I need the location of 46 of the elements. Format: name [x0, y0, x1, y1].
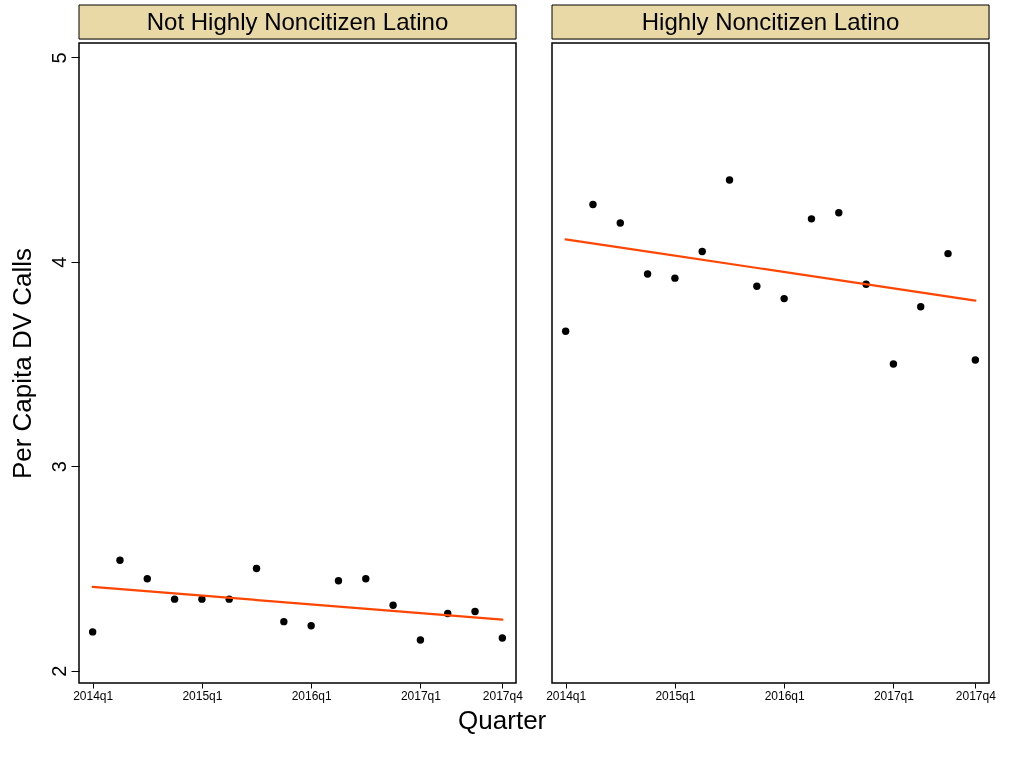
point: [307, 622, 315, 630]
point: [143, 575, 151, 583]
chart-title: Highly Noncitizen Latino: [641, 8, 900, 35]
x-axis-title: Quarter: [458, 704, 547, 735]
point: [561, 327, 570, 336]
point: [671, 274, 679, 282]
y-tick-label: 2: [47, 665, 70, 677]
y-tick-label: 3: [47, 461, 70, 473]
x-tick-label: 2014q1: [73, 688, 114, 703]
y-axis-title: Per Capita DV Calls: [6, 247, 37, 480]
y-tick-label: 4: [47, 256, 70, 268]
x-tick-label: 2016q1: [764, 688, 805, 703]
point: [944, 249, 952, 258]
point: [698, 247, 706, 256]
point: [835, 209, 843, 217]
chart-title: Not Highly Noncitizen Latino: [146, 8, 449, 35]
point: [725, 176, 734, 184]
point: [170, 595, 179, 603]
point: [917, 303, 925, 311]
point: [280, 617, 288, 626]
point: [643, 270, 652, 278]
point: [780, 294, 788, 303]
point: [971, 356, 980, 364]
point: [334, 577, 343, 585]
point: [389, 601, 397, 609]
x-tick-label: 2014q1: [546, 688, 587, 703]
x-tick-label: 2017q4: [955, 688, 997, 703]
point: [498, 634, 507, 642]
x-tick-label: 2015q1: [655, 688, 696, 703]
x-tick-label: 2016q1: [291, 688, 332, 703]
point: [252, 564, 261, 573]
point: [362, 575, 370, 583]
x-tick-label: 2017q4: [482, 688, 524, 703]
x-tick-label: 2017q1: [400, 688, 442, 703]
point: [616, 219, 624, 227]
point: [88, 628, 97, 636]
point: [116, 556, 124, 565]
point: [807, 215, 816, 223]
x-tick-label: 2017q1: [873, 688, 915, 703]
point: [471, 607, 479, 616]
point: [416, 636, 425, 644]
x-tick-label: 2015q1: [182, 688, 223, 703]
point: [889, 360, 898, 368]
point: [589, 200, 597, 209]
point: [753, 282, 761, 291]
y-tick-label: 5: [47, 52, 70, 64]
